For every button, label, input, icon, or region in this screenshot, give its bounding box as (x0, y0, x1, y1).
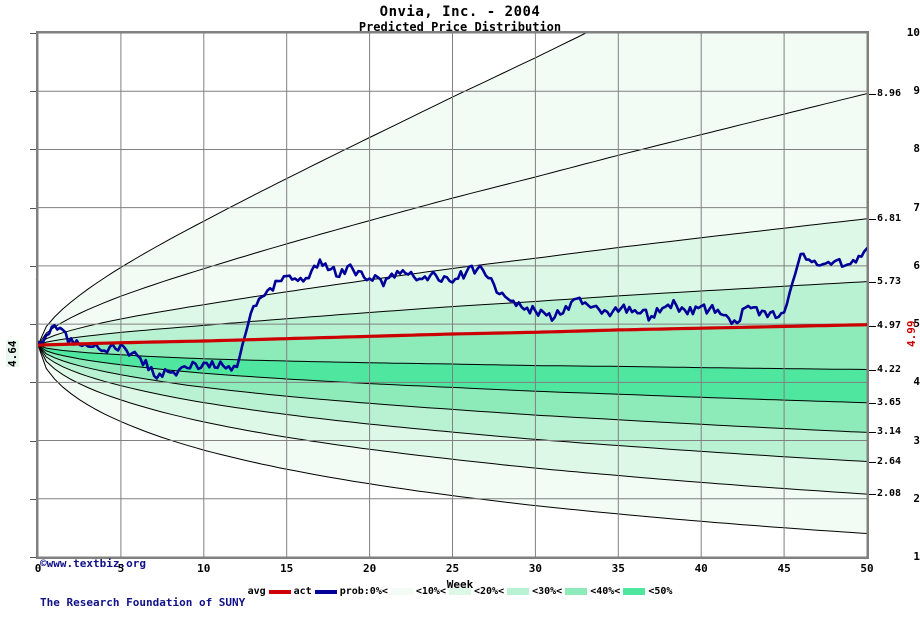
x-axis-label: Week (446, 578, 474, 591)
x-tick-label: 10 (197, 562, 211, 575)
x-tick-label: 15 (280, 562, 294, 575)
x-tick-label: 40 (694, 562, 708, 575)
right-tick-mark (869, 432, 876, 434)
legend-avg-swatch (268, 589, 291, 594)
right-tick-mark (869, 281, 876, 283)
x-tick-label: 35 (611, 562, 625, 575)
quantile-band (38, 345, 867, 462)
legend-item-band-2: <20%< (446, 586, 504, 597)
legend-item-band-3: <30%< (504, 586, 562, 597)
plot-area (36, 31, 869, 559)
y-tick-label: 3 (913, 433, 920, 447)
x-tick-label: 20 (362, 562, 377, 575)
right-tick-label: 8.96 (877, 87, 902, 99)
legend-band-swatch-2 (448, 588, 471, 595)
x-tick-label: 45 (777, 562, 791, 575)
chart-subtitle: Predicted Price Distribution (358, 20, 562, 34)
right-tick-label: 6.81 (877, 212, 902, 224)
legend-item-act: act (294, 586, 340, 597)
y-tick-mark (30, 440, 36, 442)
chart-title: Onvia, Inc. - 2004 (379, 4, 541, 20)
right-tick-label: 4.97 (877, 319, 902, 331)
legend-act-swatch (314, 589, 337, 594)
x-tick-label: 50 (860, 562, 874, 575)
right-tick-mark (869, 402, 876, 404)
legend-band-swatch-4 (565, 588, 588, 595)
plot-svg (38, 33, 867, 557)
right-tick-label: 4.22 (877, 363, 902, 375)
legend-item-band-5: <50% (620, 586, 672, 597)
y-tick-mark (30, 33, 36, 34)
right-tick-mark (869, 461, 876, 463)
right-tick-label: 5.73 (877, 275, 902, 287)
legend-band-swatch-1 (390, 588, 413, 595)
y-tick-label: 5 (913, 317, 920, 331)
legend-band-swatch-3 (507, 588, 530, 595)
right-tick-mark (869, 369, 876, 371)
x-tick-label: 5 (117, 562, 125, 575)
legend-band-label-2: <20%< (473, 586, 505, 597)
credits-block: ©www.textbiz.org The Research Foundation… (40, 531, 245, 635)
y-tick-mark (30, 207, 36, 209)
y-tick-label: 8 (913, 142, 920, 156)
legend-item-band-1: <10%< (388, 586, 446, 597)
credits-site: ©www.textbiz.org (40, 557, 146, 570)
right-tick-mark (869, 494, 876, 496)
legend-item-avg: avg (248, 586, 294, 597)
legend-act-label: act (293, 586, 312, 597)
last-price-label: 4.99 (905, 320, 918, 347)
y-tick-label: 10 (906, 26, 920, 39)
y-tick-label: 6 (913, 258, 920, 272)
legend-band-label-1: <10%< (415, 586, 446, 597)
quantile-band (38, 345, 867, 534)
legend-band-label-3: <30%< (532, 586, 563, 597)
right-tick-label: 3.14 (877, 426, 902, 438)
y-tick-mark (30, 498, 36, 500)
average-price-line (38, 323, 867, 347)
credits-owner: The Research Foundation of SUNY (40, 596, 246, 609)
y-tick-label: 4 (913, 375, 920, 389)
y-tick-mark (30, 324, 36, 326)
chart-legend: avg act prob:0%< <10%< <20%< <30%< <40%< <50% (0, 586, 920, 597)
y-tick-mark (30, 91, 36, 93)
legend-band-label-4: <40%< (590, 586, 621, 597)
actual-price-line (38, 247, 867, 380)
right-tick-label: 2.64 (877, 455, 902, 467)
legend-prob-label: prob:0%< (339, 586, 388, 597)
legend-band-swatch-5 (623, 588, 646, 595)
right-tick-label: 2.08 (877, 488, 902, 500)
y-tick-mark (30, 557, 36, 558)
chart-page: Onvia, Inc. - 2004 Predicted Price Distr… (0, 4, 920, 609)
y-tick-mark (30, 265, 36, 267)
y-tick-label: 7 (913, 200, 920, 214)
legend-band-label-5: <50% (648, 586, 673, 597)
quantile-band (38, 345, 867, 495)
legend-item-band-4: <40%< (562, 586, 620, 597)
right-tick-mark (869, 218, 876, 220)
legend-item-prob: prob:0%< (340, 586, 388, 597)
legend-avg-label: avg (247, 586, 266, 597)
y-tick-label: 2 (913, 491, 920, 505)
y-tick-mark (30, 382, 36, 384)
right-tick-mark (869, 325, 876, 327)
start-price-label: 4.64 (6, 340, 19, 368)
y-tick-mark (30, 149, 36, 151)
right-tick-mark (869, 93, 876, 95)
x-tick-label: 30 (528, 562, 543, 575)
right-tick-label: 3.65 (877, 396, 902, 408)
y-tick-label: 9 (913, 84, 920, 98)
y-tick-label: 1 (913, 550, 920, 563)
x-tick-label: 0 (34, 562, 42, 575)
x-tick-label: 25 (445, 562, 460, 575)
